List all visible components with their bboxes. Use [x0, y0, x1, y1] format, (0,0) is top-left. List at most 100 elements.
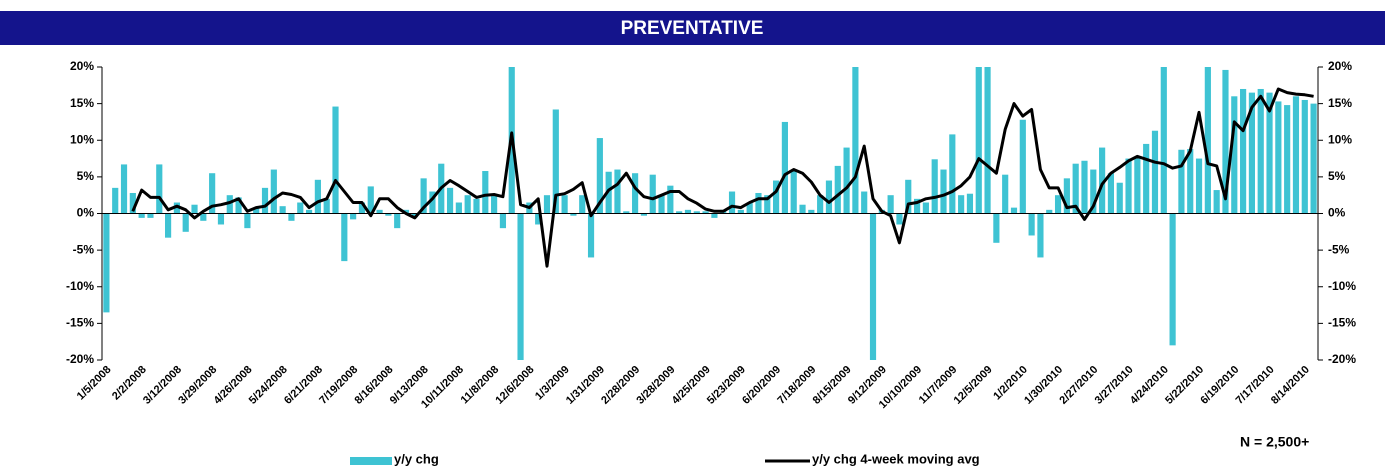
bar	[781, 121, 788, 214]
bar	[191, 204, 198, 214]
bar	[394, 213, 401, 229]
y-tick-label: -15%	[66, 316, 94, 330]
y-tick-label: 20%	[70, 59, 94, 73]
bar	[728, 191, 736, 214]
bar	[1204, 67, 1211, 214]
bar	[270, 169, 277, 214]
bar	[1151, 130, 1159, 214]
bar	[755, 192, 762, 214]
bar	[1010, 207, 1018, 214]
bar	[455, 202, 462, 214]
chart-title: PREVENTATIVE	[621, 18, 764, 39]
bar	[297, 202, 304, 214]
bar	[543, 195, 551, 214]
y2-tick-label: 15%	[1328, 96, 1352, 110]
bar	[1107, 173, 1115, 214]
bar	[649, 174, 656, 214]
bar	[1310, 103, 1317, 214]
bar	[764, 195, 771, 214]
bar	[517, 213, 524, 360]
bar	[1072, 163, 1079, 214]
bar	[711, 213, 718, 218]
bar	[341, 213, 348, 262]
bar	[667, 185, 674, 214]
bar	[402, 209, 410, 214]
bar	[552, 109, 559, 214]
bar	[499, 213, 507, 229]
bar	[1090, 169, 1097, 214]
bar	[1231, 96, 1238, 214]
bar	[931, 159, 938, 214]
bar	[799, 204, 806, 214]
bar	[1284, 105, 1291, 214]
bar	[217, 213, 225, 225]
bar	[958, 195, 965, 214]
bar	[623, 211, 630, 214]
y2-tick-label: -5%	[1328, 242, 1350, 256]
bar	[1037, 213, 1044, 258]
bar	[1125, 158, 1132, 214]
bar	[887, 195, 894, 214]
bar	[966, 193, 974, 214]
bar	[1002, 174, 1009, 214]
bar	[869, 213, 877, 360]
bar	[905, 179, 912, 214]
bar	[385, 213, 392, 216]
y2-tick-label: 0%	[1328, 206, 1346, 220]
bar	[561, 195, 568, 214]
bar	[993, 213, 1000, 243]
bar	[852, 67, 859, 214]
y2-tick-label: -15%	[1328, 316, 1356, 330]
bar	[305, 209, 313, 214]
bar	[1275, 101, 1282, 214]
bar	[209, 173, 216, 214]
bar	[323, 198, 330, 214]
bar	[640, 213, 647, 216]
x-tick-label: 12/6/2008	[493, 364, 536, 407]
y-tick-label: -5%	[73, 242, 95, 256]
bar	[420, 178, 427, 214]
bar	[112, 187, 119, 214]
bar	[253, 207, 260, 214]
bar	[817, 195, 824, 214]
bar	[1222, 69, 1229, 214]
bar	[825, 180, 833, 214]
x-tick-label: 8/14/2010	[1269, 364, 1312, 407]
bar	[464, 195, 471, 214]
bar	[1116, 182, 1123, 214]
bar	[984, 67, 991, 214]
x-tick-label: 1/5/2008	[75, 364, 114, 403]
y2-tick-label: 20%	[1328, 59, 1352, 73]
bar	[658, 195, 665, 214]
y-tick-label: 10%	[70, 132, 94, 146]
bar	[746, 202, 753, 214]
bar	[358, 202, 366, 214]
y-tick-label: 0%	[77, 206, 95, 220]
y2-tick-label: 5%	[1328, 169, 1346, 183]
y2-tick-label: -20%	[1328, 352, 1356, 366]
bar	[1292, 96, 1300, 214]
bar	[1195, 158, 1203, 214]
bar	[684, 209, 692, 214]
y2-tick-label: 10%	[1328, 132, 1352, 146]
title-bar	[0, 11, 1385, 45]
bar	[244, 213, 251, 229]
bar	[491, 195, 498, 214]
bar	[1178, 149, 1185, 214]
legend-swatch	[350, 457, 392, 465]
bar	[156, 164, 163, 214]
bar	[429, 191, 436, 214]
bar	[861, 191, 868, 214]
bar	[913, 198, 921, 214]
bar	[1099, 147, 1106, 214]
bar	[138, 213, 145, 218]
y-tick-label: -20%	[66, 352, 94, 366]
bar	[1301, 99, 1308, 214]
bar	[773, 180, 780, 214]
x-tick-label: 12/5/2009	[952, 364, 995, 407]
bar	[579, 195, 586, 214]
bar	[482, 171, 489, 214]
bar	[332, 106, 339, 214]
bar	[446, 187, 454, 214]
bar	[411, 213, 418, 218]
